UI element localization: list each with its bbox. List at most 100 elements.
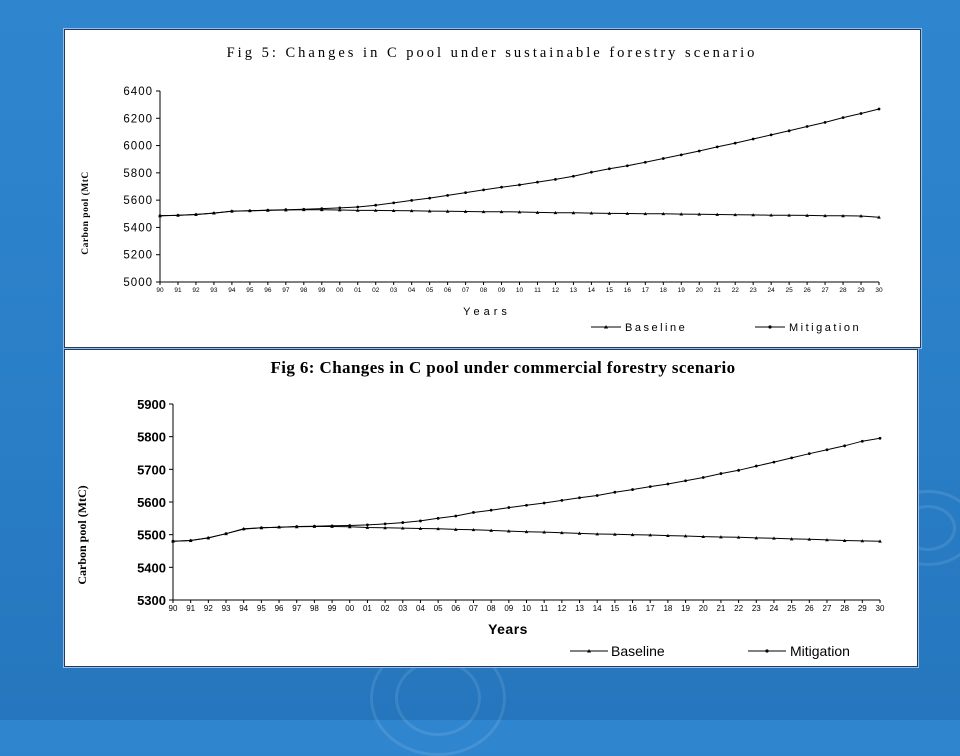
- fig6-series-mitigation-point: [206, 536, 210, 540]
- fig6-title: Fig 6: Changes in C pool under commercia…: [270, 358, 735, 377]
- fig5-x-tick-label: 03: [390, 287, 398, 294]
- fig5-series-baseline-point: [409, 208, 414, 213]
- fig6-y-tick-label: 5300: [137, 593, 166, 608]
- fig6-x-tick-label: 14: [593, 604, 602, 613]
- fig6-x-tick-label: 02: [381, 604, 390, 613]
- fig6-series-baseline-point: [595, 532, 599, 536]
- fig6-series-baseline-point: [400, 526, 405, 530]
- fig6-series-mitigation-point: [330, 524, 334, 528]
- fig5-x-tick-label: 10: [516, 287, 524, 294]
- fig6-x-tick-label: 13: [575, 604, 584, 613]
- fig5-y-tick-label: 5400: [123, 222, 153, 234]
- fig5-x-tick-label: 22: [732, 287, 740, 294]
- fig6-series-baseline-point: [842, 538, 847, 542]
- fig5-x-tick-label: 30: [875, 287, 883, 294]
- fig5-x-tick-label: 05: [426, 287, 434, 294]
- fig6-series-mitigation-point: [595, 494, 599, 497]
- fig5-series-baseline-point: [805, 213, 809, 217]
- fig5-series-mitigation-point: [823, 120, 827, 124]
- fig6-series-baseline-point: [719, 535, 723, 539]
- fig5-series-mitigation-line: [159, 108, 880, 217]
- fig5-series-baseline-point: [427, 209, 432, 213]
- fig5-series-mitigation-point: [661, 157, 665, 160]
- fig6-x-tick-label: 20: [699, 604, 708, 613]
- fig5-x-tick-label: 27: [821, 287, 829, 294]
- fig5-series-mitigation-point: [338, 206, 342, 210]
- fig5-y-axis-label: Carbon pool (MtC: [80, 171, 91, 254]
- fig6-series-mitigation-point: [684, 479, 687, 483]
- fig5-x-tick-label: 18: [660, 287, 668, 294]
- fig5-series-baseline-point: [481, 209, 486, 214]
- fig5-x-tick-label: 04: [408, 287, 416, 294]
- fig5-series-mitigation-point: [320, 207, 324, 211]
- fig6-series-mitigation-point: [843, 444, 847, 448]
- fig5-series-mitigation-point: [697, 149, 701, 153]
- fig6-x-tick-label: 27: [823, 604, 832, 613]
- fig5-series-baseline-point: [553, 210, 558, 215]
- fig6-series-mitigation-point: [825, 448, 829, 452]
- fig5-series-mitigation-point: [751, 137, 755, 141]
- fig5-series-mitigation-point: [392, 201, 396, 205]
- fig6-series-mitigation-point: [189, 539, 193, 542]
- fig5-x-tick-label: 02: [372, 287, 380, 294]
- fig6-x-tick-label: 08: [487, 604, 496, 613]
- fig6-y-axis-label: Carbon pool (MtC): [75, 485, 89, 584]
- fig6-x-tick-label: 19: [681, 604, 690, 613]
- fig5-series-mitigation-point: [625, 164, 629, 168]
- fig6-x-tick-label: 92: [204, 604, 213, 613]
- fig6-x-tick-label: 17: [646, 604, 655, 613]
- fig6-legend-baseline-marker: [587, 649, 591, 653]
- fig5-series-baseline-point: [769, 213, 773, 217]
- fig5-x-tick-label: 00: [336, 287, 344, 294]
- fig5-x-tick-label: 93: [210, 287, 218, 294]
- fig5-x-tick-label: 98: [300, 287, 308, 294]
- fig6-x-tick-label: 21: [716, 604, 725, 613]
- fig6-series-mitigation-point: [242, 527, 246, 531]
- fig6-x-tick-label: 28: [840, 604, 849, 613]
- fig6-series-mitigation-point: [701, 476, 705, 479]
- fig6-x-tick-label: 26: [805, 604, 814, 613]
- fig5-x-tick-label: 13: [570, 287, 578, 294]
- fig5-y-tick-label: 5000: [123, 277, 153, 289]
- fig6-series-baseline-point: [860, 539, 865, 543]
- fig5-series-baseline-point: [697, 212, 702, 216]
- fig5-y-tick-label: 5800: [123, 168, 153, 180]
- fig6-chart: Fig 6: Changes in C pool under commercia…: [75, 358, 885, 659]
- fig5-series-mitigation-point: [769, 133, 773, 137]
- fig5-series-baseline-point: [625, 211, 630, 215]
- fig6-series-baseline-point: [471, 527, 476, 532]
- fig6-series-mitigation-point: [578, 496, 581, 500]
- fig5-series-baseline-point: [571, 211, 576, 215]
- fig5-series-mitigation-point: [841, 116, 845, 120]
- fig6-series-mitigation-point: [295, 525, 299, 528]
- fig5-x-tick-label: 01: [354, 287, 362, 294]
- fig5-x-tick-label: 90: [156, 287, 164, 294]
- fig5-series-baseline-point: [589, 211, 594, 215]
- fig6-x-tick-label: 01: [363, 604, 372, 613]
- fig5-x-tick-label: 06: [444, 287, 452, 294]
- fig5-series-mitigation-point: [679, 153, 683, 157]
- fig6-x-tick-label: 12: [557, 604, 566, 613]
- fig5-series-mitigation-point: [248, 209, 252, 213]
- fig6-series-baseline-point: [825, 538, 829, 542]
- fig6-series-mitigation-point: [666, 482, 670, 486]
- fig6-x-tick-label: 05: [434, 604, 443, 613]
- fig5-series-mitigation-point: [482, 188, 485, 192]
- fig6-x-tick-label: 29: [858, 604, 867, 613]
- fig6-x-tick-label: 25: [787, 604, 796, 613]
- fig5-x-tick-label: 97: [282, 287, 290, 294]
- fig6-x-tick-label: 95: [257, 604, 266, 613]
- fig5-series-mitigation-point: [554, 178, 557, 181]
- fig6-series-baseline-point: [560, 530, 564, 535]
- fig6-y-tick-label: 5800: [137, 430, 166, 445]
- fig6-series-mitigation-point: [560, 498, 564, 502]
- fig6-x-tick-label: 00: [345, 604, 354, 613]
- fig6-y-tick-label: 5500: [137, 528, 166, 543]
- fig5-y-tick-label: 5200: [123, 250, 153, 262]
- fig6-series-baseline-point: [383, 526, 387, 530]
- fig5-x-tick-label: 94: [228, 287, 236, 294]
- fig5-x-tick-label: 07: [462, 287, 470, 294]
- fig5-chart: Fig 5: Changes in C pool under sustainab…: [80, 45, 883, 334]
- fig5-series-mitigation-point: [428, 196, 432, 200]
- fig5-series-baseline-point: [841, 214, 845, 218]
